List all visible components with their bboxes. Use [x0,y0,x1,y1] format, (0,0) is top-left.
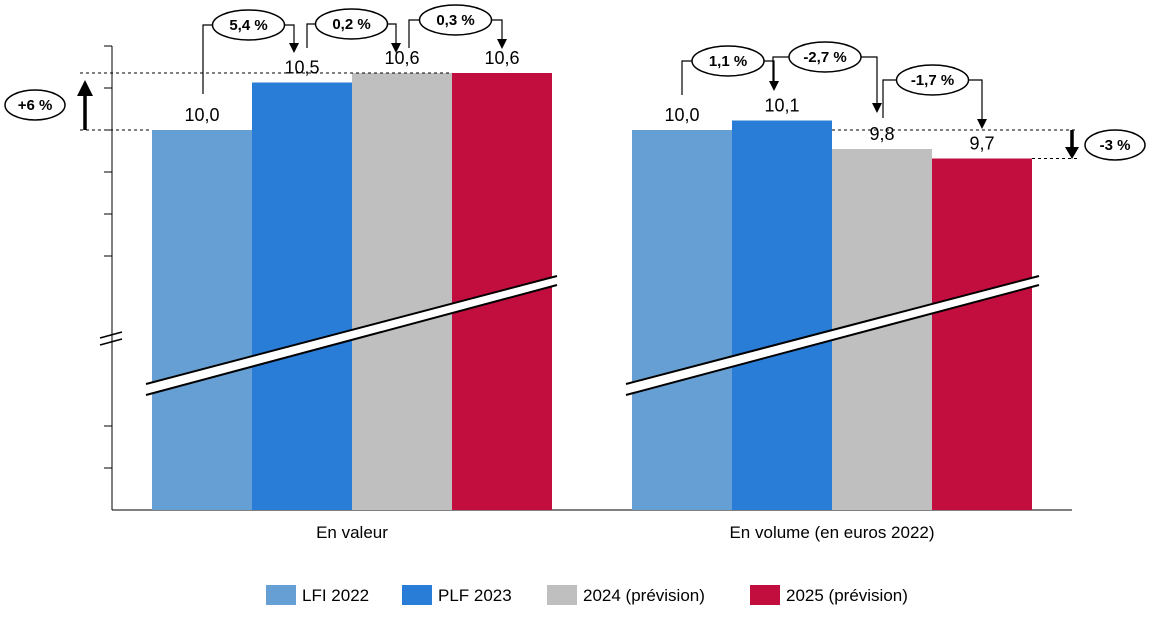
category-label-volume: En volume (en euros 2022) [729,523,934,542]
data-label: 10,6 [384,48,419,68]
total-badge [4,89,66,121]
data-label: 10,0 [184,105,219,125]
axis-break-line [625,284,1040,396]
data-label: 9,8 [869,124,894,144]
legend-label-2025: 2025 (prévision) [786,586,908,605]
data-label: 10,6 [484,48,519,68]
total-change-valeur: +6 % [4,80,93,130]
up-arrow-icon [77,80,93,96]
bar [632,130,732,510]
bar [352,73,452,510]
data-label: 10,5 [284,58,319,78]
legend-swatch-2025 [750,585,780,605]
total-value: +6 % [18,97,53,114]
category-label-valeur: En valeur [316,523,388,542]
total-value: -3 % [1100,137,1131,154]
change-value: 5,4 % [229,17,267,34]
legend-swatch-plf-2023 [402,585,432,605]
data-label: 10,0 [664,105,699,125]
change-annotation: 0,3 % [408,4,507,49]
bar [932,158,1032,510]
down-arrow-icon [1065,147,1079,159]
change-annotation: 1,1 % [681,45,779,95]
change-annotation: 0,2 % [306,8,401,53]
change-badge [211,9,286,41]
legend: LFI 2022 PLF 2023 2024 (prévision) 2025 … [266,585,908,605]
change-badge [788,41,862,73]
axis-break-mark [99,338,123,346]
change-value: -1,7 % [911,72,954,89]
total-change-volume: -3 % [1065,129,1146,161]
axis-break-line [625,275,1040,385]
bar [732,120,832,510]
change-badge [418,4,493,36]
axis-break-band [626,276,1039,395]
data-label: 10,1 [764,96,799,116]
axis-break-line [145,275,558,385]
axis-break-line [145,284,558,396]
bar [152,130,252,510]
change-annotation: -2,7 % [772,41,882,113]
axis-break-band [146,276,557,395]
change-badge [895,64,970,96]
legend-swatch-2024 [547,585,577,605]
change-value: 0,3 % [436,12,474,29]
legend-label-2024: 2024 (prévision) [583,586,705,605]
change-value: 1,1 % [709,53,747,70]
data-label: 9,7 [969,134,994,154]
change-annotation: 5,4 % [202,9,299,94]
legend-label-lfi-2022: LFI 2022 [302,586,369,605]
bar [252,82,352,510]
change-badge [691,45,765,77]
change-value: -2,7 % [803,49,846,66]
change-value: 0,2 % [332,16,370,33]
legend-swatch-lfi-2022 [266,585,296,605]
total-badge [1084,129,1146,161]
axis-break-mark [99,331,123,339]
change-badge [314,8,389,40]
legend-label-plf-2023: PLF 2023 [438,586,512,605]
change-annotation: -1,7 % [882,64,987,129]
